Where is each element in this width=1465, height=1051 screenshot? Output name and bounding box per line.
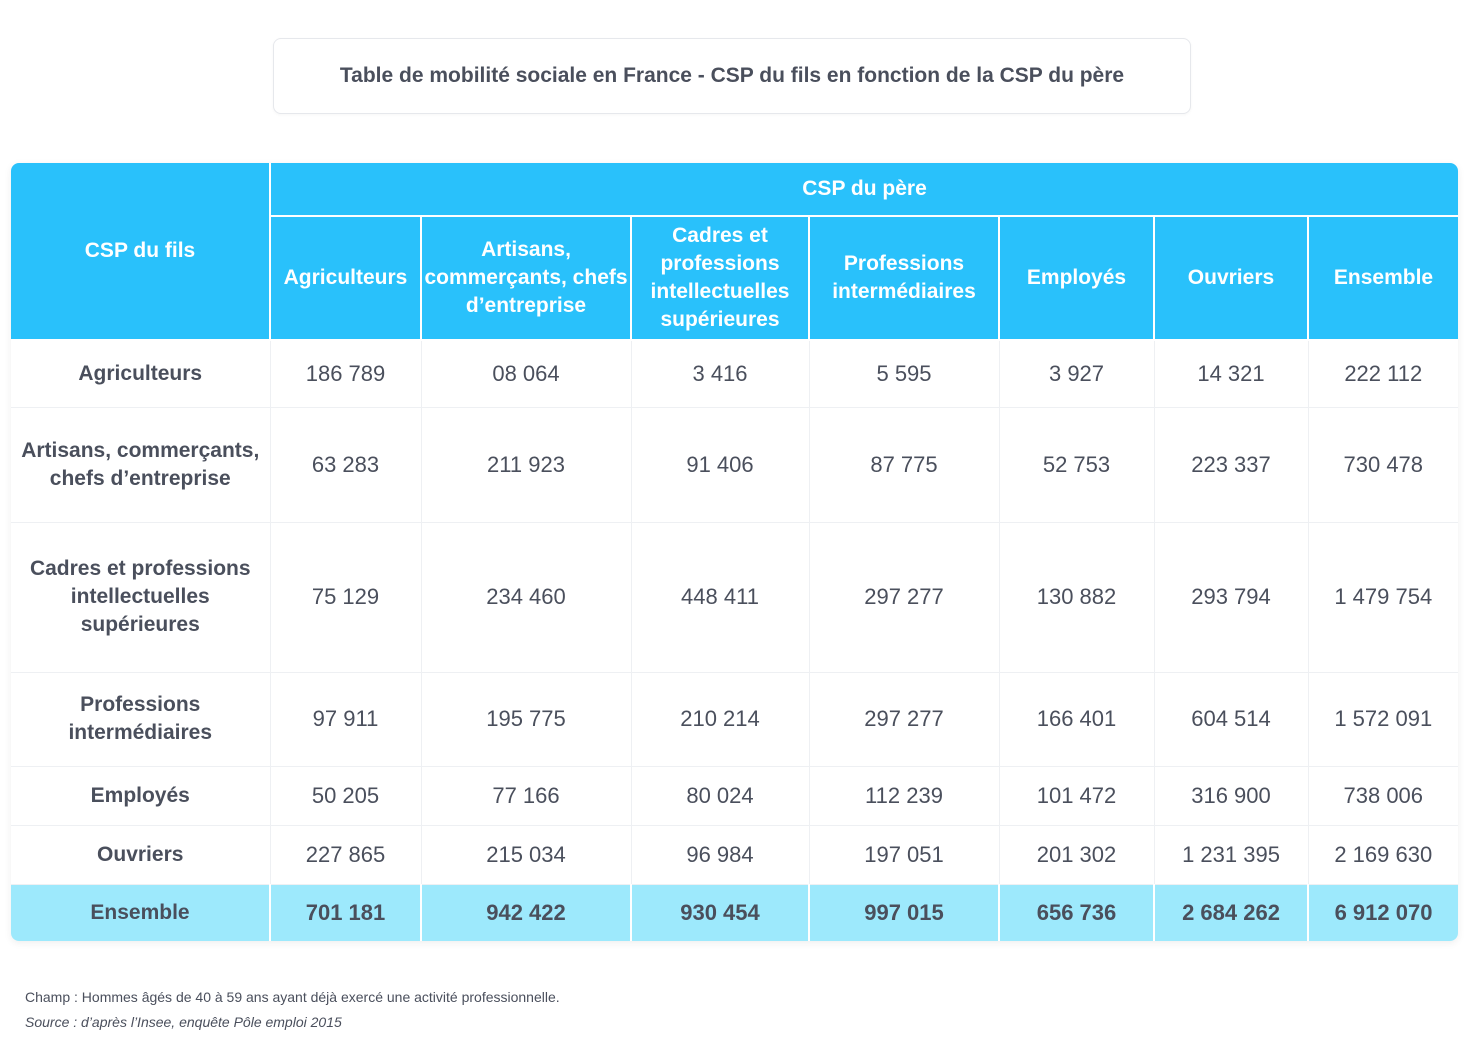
table-cell: 1 572 091 — [1308, 672, 1458, 767]
table-cell: 293 794 — [1154, 522, 1309, 673]
row-label: Employés — [11, 766, 271, 826]
column-group-label: CSP du père — [270, 163, 1458, 217]
table-cell: 08 064 — [421, 340, 632, 408]
column-header: Agriculteurs — [270, 216, 422, 341]
source-note: Source : d’après l’Insee, enquête Pôle e… — [25, 1014, 342, 1030]
column-header: Employés — [999, 216, 1155, 341]
table-cell: 87 775 — [809, 407, 1000, 523]
total-cell: 2 684 262 — [1154, 884, 1309, 941]
table-cell: 195 775 — [421, 672, 632, 767]
total-cell: 942 422 — [421, 884, 632, 941]
table-cell: 234 460 — [421, 522, 632, 673]
table-cell: 1 231 395 — [1154, 825, 1309, 885]
row-label: Professions intermédiaires — [11, 672, 271, 767]
table-cell: 50 205 — [270, 766, 422, 826]
table-cell: 3 927 — [999, 340, 1155, 408]
row-label: Artisans, commerçants, chefs d’entrepris… — [11, 407, 271, 523]
table-cell: 730 478 — [1308, 407, 1458, 523]
table-cell: 91 406 — [631, 407, 810, 523]
table-cell: 197 051 — [809, 825, 1000, 885]
table-cell: 1 479 754 — [1308, 522, 1458, 673]
table-cell: 316 900 — [1154, 766, 1309, 826]
column-header: Cadres et professions intellectuelles su… — [631, 216, 810, 341]
mobility-table: CSP du fils CSP du père Agriculteurs Art… — [11, 163, 1458, 941]
row-label: Agriculteurs — [11, 340, 271, 408]
table-cell: 97 911 — [270, 672, 422, 767]
mobility-table-container: CSP du fils CSP du père Agriculteurs Art… — [11, 163, 1458, 941]
table-cell: 63 283 — [270, 407, 422, 523]
column-header: Ensemble — [1308, 216, 1458, 341]
table-cell: 448 411 — [631, 522, 810, 673]
table-cell: 5 595 — [809, 340, 1000, 408]
table-cell: 96 984 — [631, 825, 810, 885]
table-cell: 101 472 — [999, 766, 1155, 826]
total-row: Ensemble 701 181 942 422 930 454 997 015… — [11, 884, 1458, 941]
table-cell: 201 302 — [999, 825, 1155, 885]
table-cell: 738 006 — [1308, 766, 1458, 826]
table-title: Table de mobilité sociale en France - CS… — [273, 38, 1191, 114]
scope-note: Champ : Hommes âgés de 40 à 59 ans ayant… — [25, 989, 560, 1005]
table-row: Cadres et professions intellectuelles su… — [11, 522, 1458, 673]
column-header: Ouvriers — [1154, 216, 1309, 341]
table-cell: 222 112 — [1308, 340, 1458, 408]
total-cell: 997 015 — [809, 884, 1000, 941]
table-cell: 297 277 — [809, 522, 1000, 673]
column-header: Professions intermédiaires — [809, 216, 1000, 341]
table-row: Professions intermédiaires 97 911 195 77… — [11, 672, 1458, 767]
total-cell: 701 181 — [270, 884, 422, 941]
table-row: Agriculteurs 186 789 08 064 3 416 5 595 … — [11, 340, 1458, 408]
total-cell: 656 736 — [999, 884, 1155, 941]
row-label: Ouvriers — [11, 825, 271, 885]
table-cell: 80 024 — [631, 766, 810, 826]
table-cell: 166 401 — [999, 672, 1155, 767]
table-cell: 211 923 — [421, 407, 632, 523]
footnotes: Champ : Hommes âgés de 40 à 59 ans ayant… — [25, 985, 560, 1035]
table-cell: 604 514 — [1154, 672, 1309, 767]
table-row: Employés 50 205 77 166 80 024 112 239 10… — [11, 766, 1458, 826]
table-cell: 223 337 — [1154, 407, 1309, 523]
row-label: Cadres et professions intellectuelles su… — [11, 522, 271, 673]
table-row: Artisans, commerçants, chefs d’entrepris… — [11, 407, 1458, 523]
table-cell: 3 416 — [631, 340, 810, 408]
row-header-label: CSP du fils — [11, 163, 271, 341]
total-cell: 6 912 070 — [1308, 884, 1458, 941]
table-row: Ouvriers 227 865 215 034 96 984 197 051 … — [11, 825, 1458, 885]
table-cell: 14 321 — [1154, 340, 1309, 408]
table-cell: 186 789 — [270, 340, 422, 408]
column-header: Artisans, commerçants, chefs d’entrepris… — [421, 216, 632, 341]
table-cell: 77 166 — [421, 766, 632, 826]
total-cell: 930 454 — [631, 884, 810, 941]
table-cell: 2 169 630 — [1308, 825, 1458, 885]
table-cell: 215 034 — [421, 825, 632, 885]
table-cell: 75 129 — [270, 522, 422, 673]
table-cell: 52 753 — [999, 407, 1155, 523]
total-row-label: Ensemble — [11, 884, 271, 941]
table-cell: 227 865 — [270, 825, 422, 885]
table-cell: 112 239 — [809, 766, 1000, 826]
table-cell: 210 214 — [631, 672, 810, 767]
table-cell: 297 277 — [809, 672, 1000, 767]
table-cell: 130 882 — [999, 522, 1155, 673]
